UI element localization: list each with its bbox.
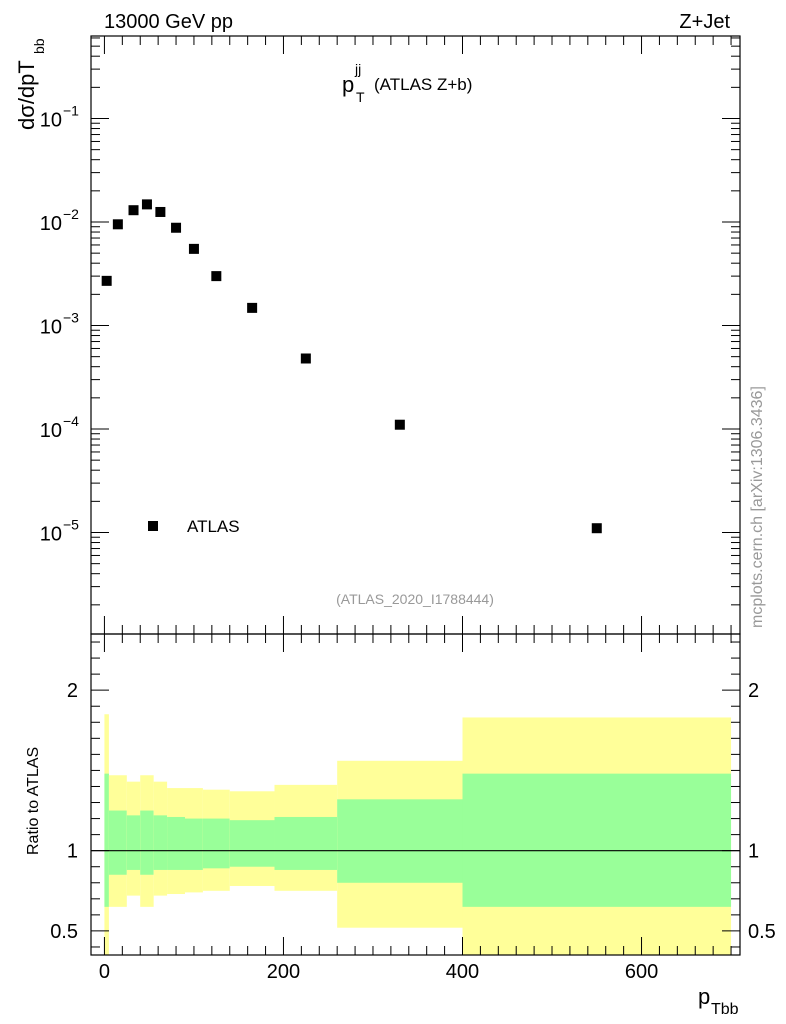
legend-label: ATLAS xyxy=(187,517,240,536)
ratio-y-tick-label-left: 2 xyxy=(67,680,78,702)
main-y-tick-exponent: −3 xyxy=(63,310,79,326)
main-y-tick-mantissa: 10 xyxy=(40,213,62,235)
main-panel xyxy=(90,35,741,635)
mcplots-watermark: mcplots.cern.ch [arXiv:1306.3436] xyxy=(749,386,766,628)
data-point xyxy=(300,353,311,364)
main-y-tick-mantissa: 10 xyxy=(40,420,62,442)
data-point xyxy=(188,243,199,254)
main-y-tick-mantissa: 10 xyxy=(40,317,62,339)
data-point xyxy=(591,523,602,534)
ratio-y-tick-label-right: 1 xyxy=(748,841,759,863)
x-axis-label-main: p xyxy=(698,984,710,1009)
process-label: Z+Jet xyxy=(679,11,730,33)
inner-band-bin xyxy=(184,818,203,870)
main-y-tick-exponent: −1 xyxy=(63,103,79,119)
data-point xyxy=(247,302,258,313)
main-y-tick-label: 10 −3 xyxy=(40,310,79,339)
inner-band-bin xyxy=(462,773,732,907)
data-point xyxy=(394,419,405,430)
inner-band-bin xyxy=(108,810,127,875)
ratio-axis-ticks xyxy=(91,634,740,955)
inner-band-bin xyxy=(274,816,338,870)
inner-band-bin xyxy=(167,816,185,870)
main-y-axis-label-main: dσ/dpT xyxy=(14,60,39,130)
x-tick-label: 0 xyxy=(99,961,110,983)
ratio-y-tick-label-right: 0.5 xyxy=(748,921,776,943)
inner-band-bin xyxy=(337,799,463,883)
data-point xyxy=(141,199,152,210)
ratio-panel xyxy=(90,633,741,956)
x-tick-label: 400 xyxy=(446,961,479,983)
main-y-axis-label-sub: bb xyxy=(31,38,47,54)
legend: ATLAS xyxy=(148,517,240,536)
data-point xyxy=(211,271,222,282)
main-frame xyxy=(90,35,741,635)
main-y-tick-exponent: −2 xyxy=(63,206,79,222)
legend-marker xyxy=(148,521,158,531)
main-y-tick-label: 10 −5 xyxy=(40,517,79,546)
main-y-tick-mantissa: 10 xyxy=(40,524,62,546)
inner-band-bin xyxy=(104,773,109,907)
plot-title-main: p xyxy=(342,72,354,97)
main-y-tick-exponent: −5 xyxy=(63,517,79,533)
x-tick-labels: 0 200 400 600 xyxy=(99,961,658,983)
main-y-tick-exponent: −4 xyxy=(63,413,79,429)
ratio-y-tick-label-left: 1 xyxy=(67,841,78,863)
main-y-tick-labels: 10−110−210−310−410−5 xyxy=(40,103,79,546)
x-tick-label: 200 xyxy=(267,961,300,983)
x-axis-label-sub: Tbb xyxy=(711,1001,739,1018)
inner-band-bin xyxy=(229,820,275,867)
plot-title-superscript: jj xyxy=(354,61,361,77)
plot-title: p jj T (ATLAS Z+b) xyxy=(342,61,472,105)
inner-band-bin xyxy=(140,810,154,875)
ratio-y-tick-label-left: 0.5 xyxy=(50,921,78,943)
analysis-label: (ATLAS_2020_I1788444) xyxy=(336,591,494,607)
x-tick-label: 600 xyxy=(625,961,658,983)
ratio-uncertainty-bands xyxy=(104,714,732,955)
inner-band-bin xyxy=(153,815,168,870)
main-axis-ticks xyxy=(91,36,740,634)
inner-band-bin xyxy=(126,815,141,870)
plot-title-suffix: (ATLAS Z+b) xyxy=(374,75,472,94)
main-y-tick-label: 10 −1 xyxy=(40,103,79,132)
main-y-tick-label: 10 −2 xyxy=(40,206,79,235)
data-point xyxy=(155,206,166,217)
x-axis-label: p Tbb xyxy=(698,984,739,1018)
data-point xyxy=(128,205,139,216)
main-y-tick-mantissa: 10 xyxy=(40,110,62,132)
inner-band-bin xyxy=(202,818,230,869)
main-y-tick-label: 10 −4 xyxy=(40,413,79,442)
data-point xyxy=(101,275,112,286)
data-point xyxy=(171,222,182,233)
ratio-y-tick-labels: 0.5 0.5 1 1 2 2 xyxy=(50,680,776,943)
ratio-y-tick-label-right: 2 xyxy=(748,680,759,702)
ratio-frame xyxy=(90,633,741,956)
ratio-y-axis-label: Ratio to ATLAS xyxy=(25,747,42,855)
main-y-axis-label: dσ/dpT bb xyxy=(14,38,47,130)
atlas-data-markers xyxy=(101,199,602,534)
energy-label: 13000 GeV pp xyxy=(104,11,233,33)
plot-title-subscript: T xyxy=(356,89,365,105)
data-point xyxy=(112,219,123,230)
